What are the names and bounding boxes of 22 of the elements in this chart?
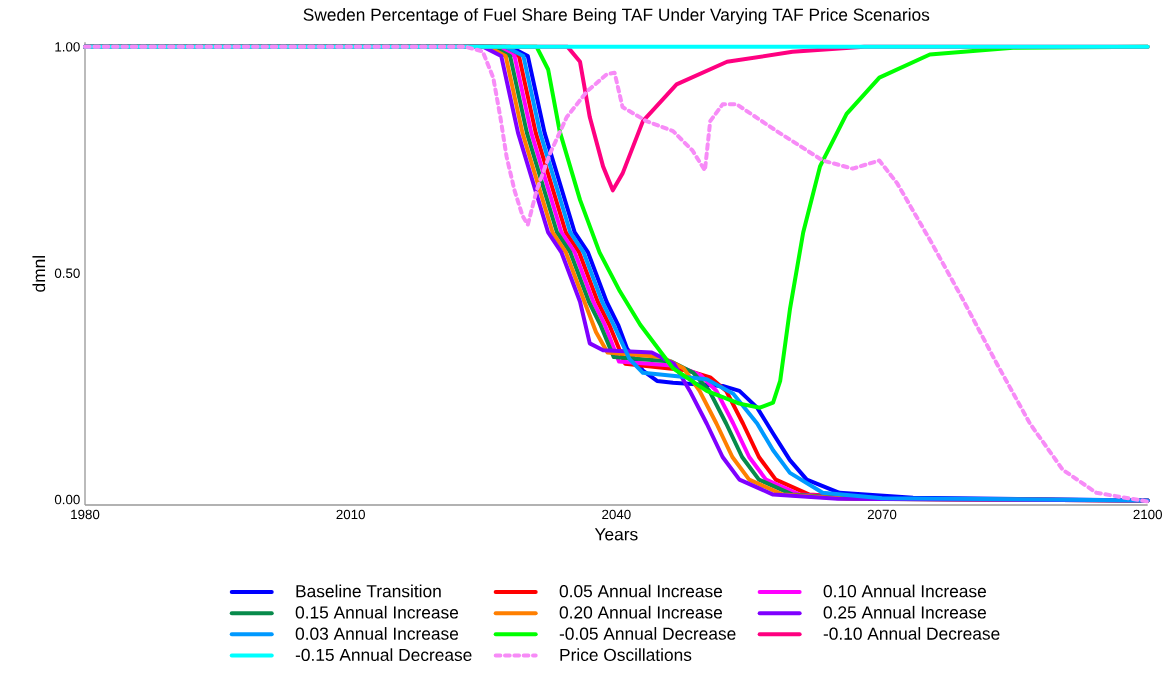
x-tick-label: 2100 xyxy=(1133,509,1162,520)
legend-label: 0.05 Annual Increase xyxy=(559,584,723,598)
legend-label: 0.03 Annual Increase xyxy=(295,627,459,640)
x-tick-label: 1980 xyxy=(71,509,100,520)
legend-label: 0.20 Annual Increase xyxy=(559,605,723,619)
legend-label: 0.10 Annual Increase xyxy=(823,584,986,598)
chart-title: Sweden Percentage of Fuel Share Being TAF Under Varying TAF Price Scenarios xyxy=(303,8,930,25)
legend-label: Baseline Transition xyxy=(296,584,441,598)
y-tick-label: 1.00 xyxy=(55,42,80,52)
legend-label: Price Oscillations xyxy=(560,648,692,662)
x-tick-label: 2070 xyxy=(867,509,897,520)
legend-label: -0.05 Annual Decrease xyxy=(559,627,736,640)
legend-label: 0.25 Annual Increase xyxy=(823,605,986,619)
legend-label: 0.15 Annual Increase xyxy=(295,605,459,619)
y-tick-label: 0.50 xyxy=(54,268,80,278)
x-tick-label: 2040 xyxy=(602,509,631,520)
x-axis-title: Years xyxy=(594,528,638,541)
y-axis-title: dmnl xyxy=(32,256,46,292)
legend-label: -0.15 Annual Decrease xyxy=(295,648,472,662)
legend-label: -0.10 Annual Decrease xyxy=(823,627,1000,640)
y-tick-label: 0.00 xyxy=(54,494,80,505)
x-tick-label: 2010 xyxy=(336,509,365,520)
